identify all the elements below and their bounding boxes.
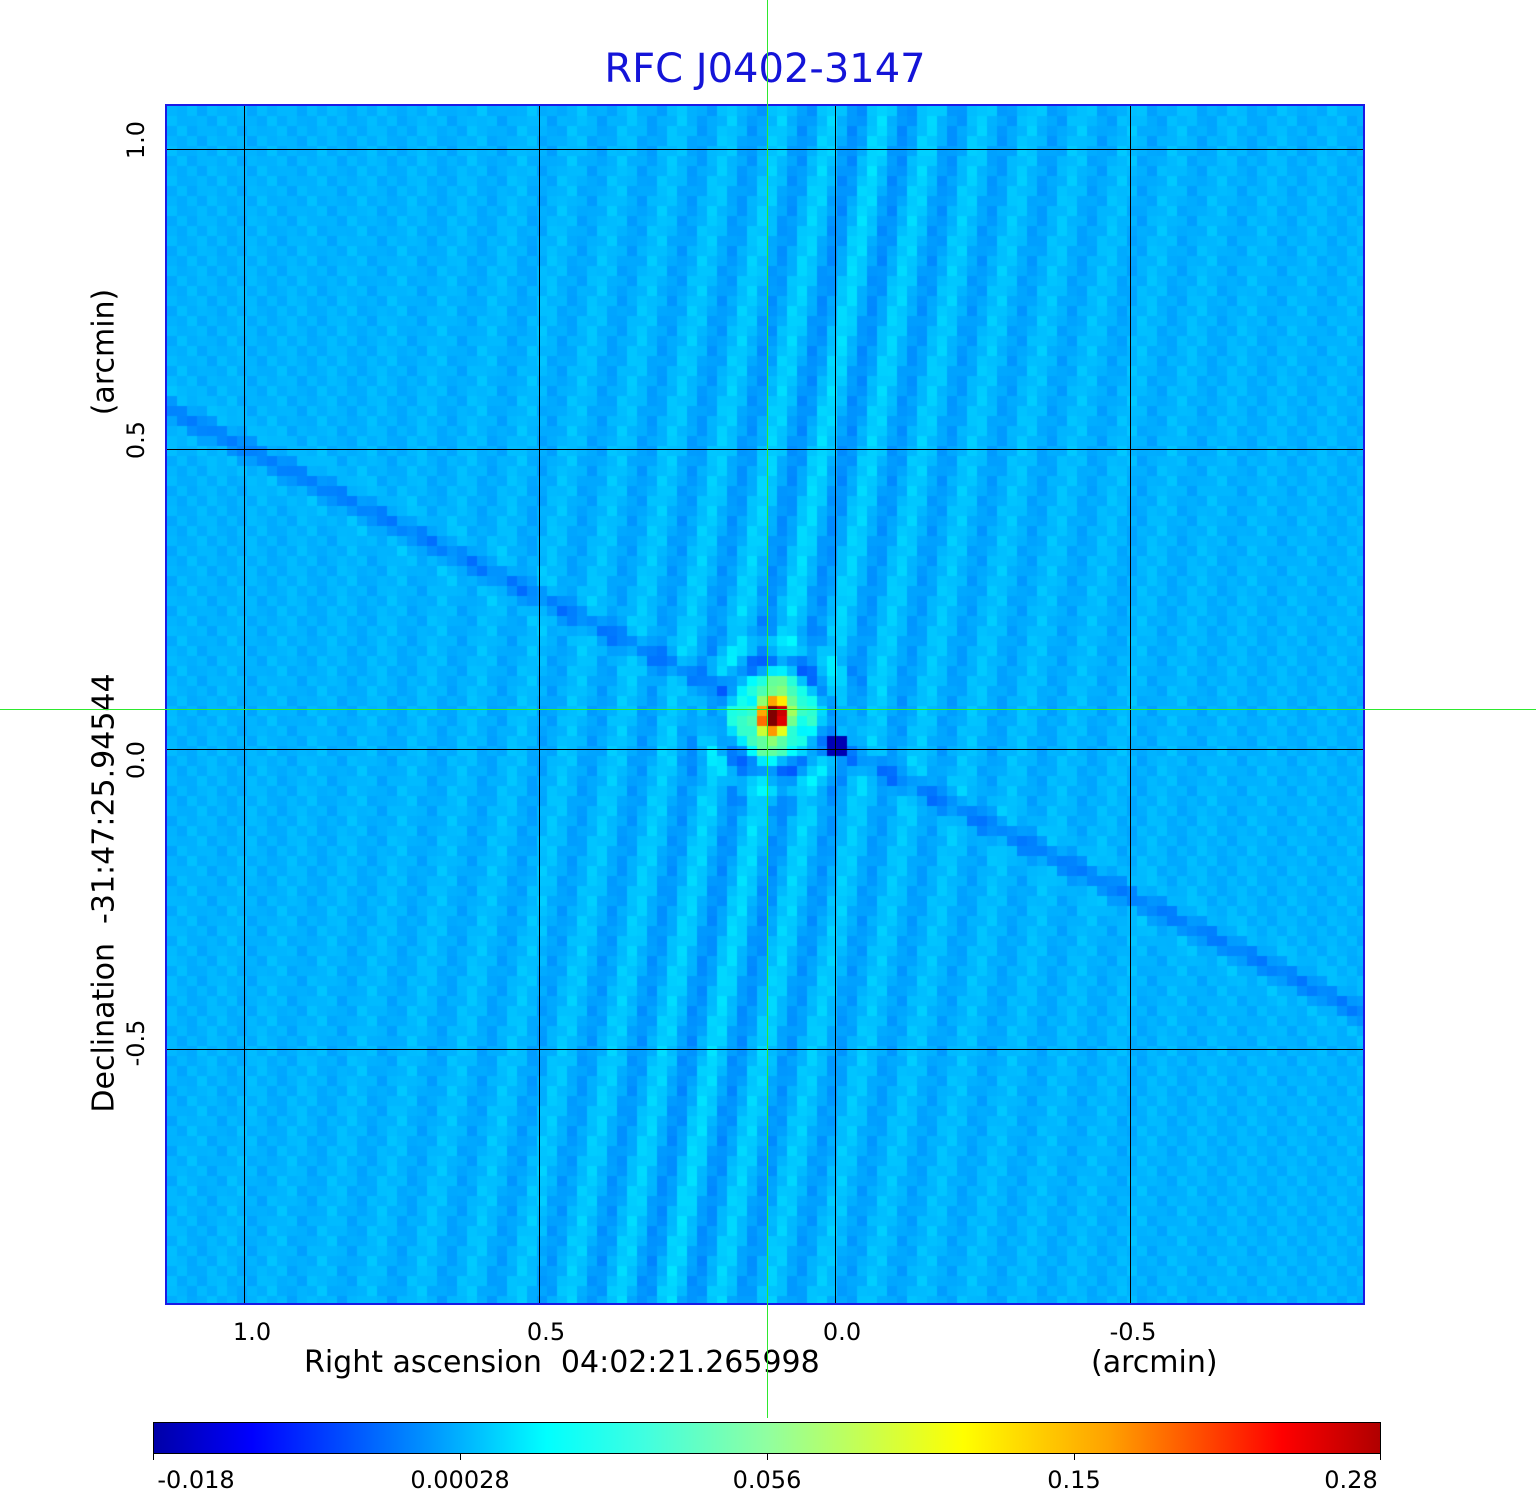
colorbar-tick-label: 0.28 <box>1324 1466 1378 1494</box>
x-tick-label: 0.5 <box>526 1318 566 1346</box>
x-tick-label: -0.5 <box>1109 1318 1157 1346</box>
y-tick-label: 0.0 <box>122 740 150 780</box>
colorbar-tick-label: -0.018 <box>157 1466 235 1494</box>
grid-line-y <box>167 749 1363 750</box>
y-axis-unit: (arcmin) <box>86 288 122 416</box>
colorbar-tick <box>460 1454 461 1460</box>
grid-line-y <box>167 1049 1363 1050</box>
crosshair-horizontal <box>0 709 1536 710</box>
y-axis-label: Declination -31:47:25.94544 <box>86 673 122 1113</box>
colorbar-tick-label: 0.00028 <box>410 1466 510 1494</box>
colorbar-tick <box>767 1454 768 1460</box>
x-tick-label: 1.0 <box>232 1318 272 1346</box>
x-tick-label: 0.0 <box>822 1318 862 1346</box>
y-tick-label: -0.5 <box>122 1019 150 1067</box>
y-tick-label: 1.0 <box>122 120 150 160</box>
colorbar-tick-label: 0.056 <box>732 1466 802 1494</box>
image-plot-area[interactable] <box>165 104 1365 1305</box>
grid-line-x <box>1130 106 1131 1303</box>
colorbar <box>153 1422 1381 1454</box>
heatmap-image <box>167 106 1363 1303</box>
x-axis-label: Right ascension 04:02:21.265998 <box>304 1345 820 1380</box>
colorbar-tick <box>153 1454 154 1460</box>
grid-line-y <box>167 149 1363 150</box>
x-axis-unit: (arcmin) <box>1091 1345 1218 1380</box>
colorbar-tick <box>1074 1454 1075 1460</box>
colorbar-tick <box>1380 1454 1381 1460</box>
y-tick-label: 0.5 <box>122 420 150 460</box>
grid-line-x <box>539 106 540 1303</box>
grid-line-x <box>835 106 836 1303</box>
colorbar-tick-label: 0.15 <box>1047 1466 1101 1494</box>
grid-line-x <box>244 106 245 1303</box>
grid-line-y <box>167 449 1363 450</box>
chart-title: RFC J0402-3147 <box>604 46 926 92</box>
